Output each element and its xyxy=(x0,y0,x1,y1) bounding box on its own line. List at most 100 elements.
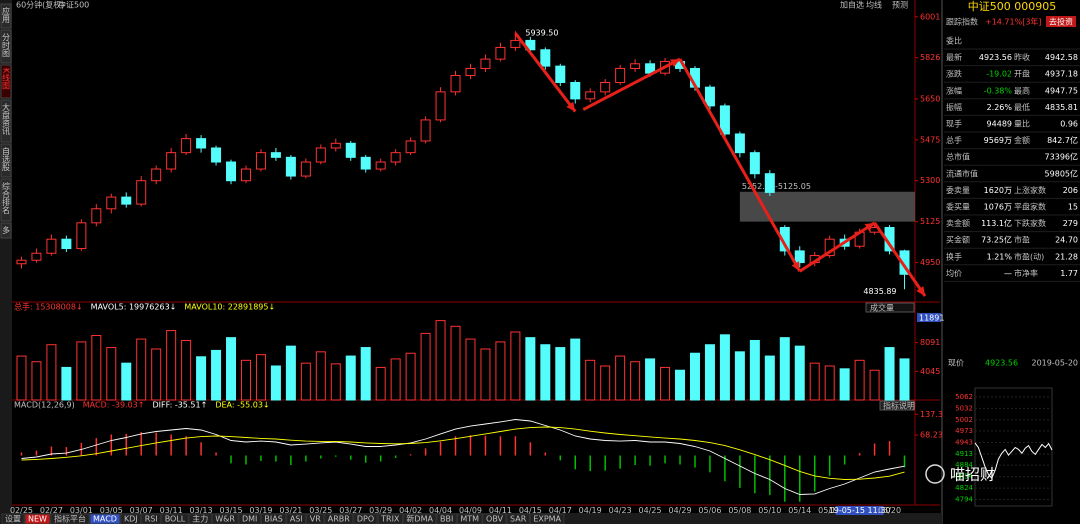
volume-bar xyxy=(600,365,611,401)
quote-label: 总手 xyxy=(946,135,962,145)
sidebar-label[interactable]: 大盘资讯 xyxy=(2,102,11,136)
volume-bar xyxy=(839,368,850,401)
candle-body xyxy=(255,152,266,170)
x-tick-label: 03/07 xyxy=(130,506,153,515)
x-tick-label: 03/11 xyxy=(160,506,183,515)
sidebar-tab[interactable] xyxy=(0,178,12,222)
x-tick-label: 04/29 xyxy=(668,506,691,515)
y-tick-label: 4973 xyxy=(955,427,973,435)
quote-value: 842.7亿 xyxy=(1047,135,1078,145)
quote-label: 委买量 xyxy=(946,202,970,212)
quote-label: 金额 xyxy=(1014,135,1030,145)
quote-label: 市盈 xyxy=(1014,235,1030,245)
tab-bg xyxy=(24,513,51,524)
toolbar-button[interactable]: 均线 xyxy=(866,0,882,10)
candle-body xyxy=(570,82,581,100)
candle-body xyxy=(465,67,476,76)
volume-bar xyxy=(734,351,745,401)
tab[interactable]: KDJ xyxy=(124,515,138,524)
macd-legend: MACD(12,26,9) xyxy=(14,401,75,410)
volume-legend: MAVOL5: 19976263↓ xyxy=(91,303,177,312)
sidebar-tab[interactable] xyxy=(0,64,12,99)
tab[interactable]: BOLL xyxy=(165,515,186,524)
toolbar-button[interactable]: 加自选 xyxy=(840,0,864,10)
volume-bar xyxy=(285,345,296,401)
volume-bar xyxy=(615,355,626,401)
x-tick-label: 05/06 xyxy=(698,506,721,515)
tab[interactable]: NEW xyxy=(28,515,47,524)
quote-value: -0.38% xyxy=(984,86,1013,95)
sidebar-label[interactable]: 多 xyxy=(2,225,11,235)
quote-value: 1076万 xyxy=(984,203,1012,212)
tab[interactable]: DMI xyxy=(242,515,257,524)
macd-button-bg[interactable] xyxy=(879,400,915,411)
invest-btn[interactable] xyxy=(1046,16,1076,27)
candle-body xyxy=(435,91,446,121)
macd-button[interactable]: 指标说明 xyxy=(883,401,915,411)
tab[interactable]: 设置 xyxy=(5,514,21,524)
tab[interactable]: OBV xyxy=(486,515,504,524)
tab[interactable]: MTM xyxy=(460,515,479,524)
y-tick-label: 4884 xyxy=(955,461,973,469)
volume-bar xyxy=(315,351,326,401)
volume-selector[interactable]: 成交量 xyxy=(870,303,894,313)
quote-value: 15 xyxy=(1068,203,1078,212)
tab[interactable]: 指标平台 xyxy=(54,514,86,524)
sidebar-tab[interactable] xyxy=(0,143,12,178)
sidebar-tab[interactable] xyxy=(0,3,12,29)
x-tick-label: 03/19 xyxy=(249,506,272,515)
tab[interactable]: ASI xyxy=(290,515,303,524)
volume-bar xyxy=(660,366,671,401)
sidebar-label[interactable]: 分时图 xyxy=(2,33,11,58)
tab[interactable]: MACD xyxy=(93,515,117,524)
tab[interactable]: DPO xyxy=(357,515,374,524)
selector-box[interactable] xyxy=(865,302,915,313)
tab[interactable]: EXPMA xyxy=(533,515,561,524)
volume-legend: 总手: 15308008↓ xyxy=(14,302,83,312)
intraday-price: 4923.56 xyxy=(985,359,1018,368)
volume-legend: MAVOL10: 22891895↓ xyxy=(184,303,275,312)
volume-bar xyxy=(226,337,237,401)
sidebar-tab[interactable] xyxy=(0,99,12,143)
sidebar-tab[interactable] xyxy=(0,29,12,64)
tab[interactable]: 主力 xyxy=(192,514,208,524)
volume-bar xyxy=(405,352,416,401)
tab[interactable]: ARBR xyxy=(328,515,351,524)
x-tick-label: 05/16 xyxy=(818,506,841,515)
tab[interactable]: BIAS xyxy=(264,515,282,524)
tab[interactable]: SAR xyxy=(510,515,527,524)
tab-bg xyxy=(161,513,189,524)
tab[interactable]: VR xyxy=(310,515,321,524)
quote-label: 买金额 xyxy=(946,235,970,245)
sidebar-label[interactable]: 应用 xyxy=(2,6,11,24)
y-tick-label: 68.23 xyxy=(920,431,943,440)
quote-value: 279 xyxy=(1063,219,1078,228)
quote-value: 73396亿 xyxy=(1045,152,1078,162)
candle-body xyxy=(181,138,192,154)
tab[interactable]: TRIX xyxy=(380,515,400,524)
x-tick-label: 05/14 xyxy=(788,506,811,515)
quote-label: 上涨家数 xyxy=(1014,185,1046,195)
sidebar-label[interactable]: K线图 xyxy=(2,68,11,90)
macd-dif-line xyxy=(21,419,905,495)
tab[interactable]: 新DMA xyxy=(406,514,433,524)
tab[interactable]: W&R xyxy=(215,515,235,524)
volume-bar xyxy=(630,361,641,401)
quote-value: 4937.18 xyxy=(1045,70,1078,79)
toolbar-button[interactable]: 预测 xyxy=(892,0,908,10)
tab[interactable]: BBI xyxy=(440,515,453,524)
tab-bg xyxy=(50,513,90,524)
quote-value: 59805亿 xyxy=(1045,168,1078,178)
tab-bg xyxy=(456,513,483,524)
tab[interactable]: RSI xyxy=(145,515,158,524)
sidebar-tab[interactable] xyxy=(0,222,12,239)
volume-bar xyxy=(121,362,132,401)
volume-bar xyxy=(525,337,536,401)
sidebar-label[interactable]: 综合排名 xyxy=(2,181,11,215)
intraday-title: 现价 xyxy=(948,359,964,368)
volume-bar xyxy=(196,356,207,401)
sidebar-label[interactable]: 自选股 xyxy=(2,146,11,172)
quote-value: 21.28 xyxy=(1055,252,1078,261)
invest-label[interactable]: 去投资 xyxy=(1049,17,1073,27)
